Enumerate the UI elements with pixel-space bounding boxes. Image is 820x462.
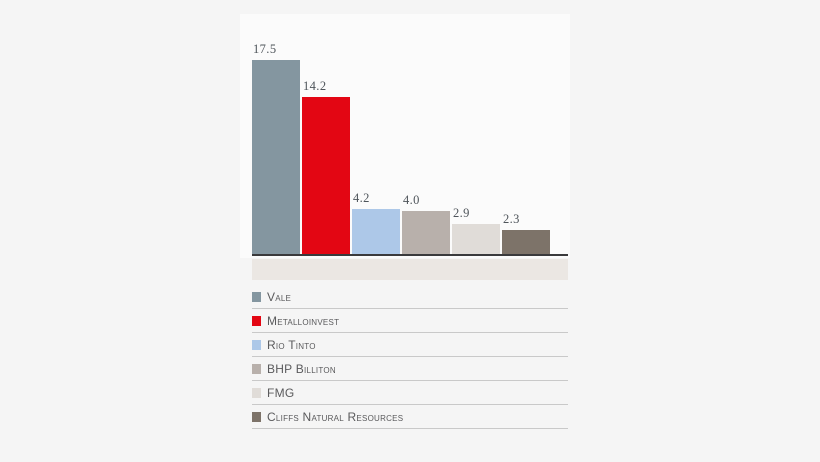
legend-color-swatch-icon [252,339,261,350]
legend-item[interactable]: BHP Billiton [252,357,568,381]
bar-value-label: 2.9 [453,206,470,220]
legend-item-label: Metalloinvest [267,313,340,328]
bar-group: 17.5 [252,42,300,256]
legend-item[interactable]: Vale [252,285,568,309]
bar-rect [252,60,300,256]
legend-item-label: Cliffs Natural Resources [267,409,404,424]
legend-color-swatch-icon [252,315,261,326]
bar-group: 4.2 [352,60,400,256]
legend-item-label: FMG [267,385,295,400]
legend-item[interactable]: FMG [252,381,568,405]
legend-color-swatch-icon [252,291,261,302]
bar-rect [452,224,500,256]
bars-container: 17.5 14.2 4.2 4.0 2.9 2.3 [252,42,552,256]
legend-color-swatch-icon [252,363,261,374]
bar-rect [502,230,550,256]
chart-legend: Vale Metalloinvest Rio Tinto BHP Billiton FM… [252,285,568,429]
legend-item[interactable]: Cliffs Natural Resources [252,405,568,429]
bar-value-label: 4.2 [353,191,370,205]
bar-group: 14.2 [302,60,350,256]
legend-item-label: Rio Tinto [267,337,316,352]
bar-group: 2.9 [452,60,500,256]
plot-area: 17.5 14.2 4.2 4.0 2.9 2.3 [240,14,570,258]
x-axis-line [252,254,568,256]
axis-base-band [252,259,568,280]
legend-color-swatch-icon [252,411,261,422]
bar-rect [302,97,350,256]
legend-item-label: Vale [267,289,292,304]
bar-group: 2.3 [502,60,550,256]
legend-item[interactable]: Rio Tinto [252,333,568,357]
legend-color-swatch-icon [252,387,261,398]
bar-value-label: 2.3 [503,212,520,226]
bar-value-label: 14.2 [303,79,327,93]
bar-value-label: 4.0 [403,193,420,207]
bar-group: 4.0 [402,60,450,256]
legend-item[interactable]: Metalloinvest [252,309,568,333]
bar-rect [402,211,450,256]
bar-rect [352,209,400,256]
legend-item-label: BHP Billiton [267,361,336,376]
bar-value-label: 17.5 [253,42,277,56]
